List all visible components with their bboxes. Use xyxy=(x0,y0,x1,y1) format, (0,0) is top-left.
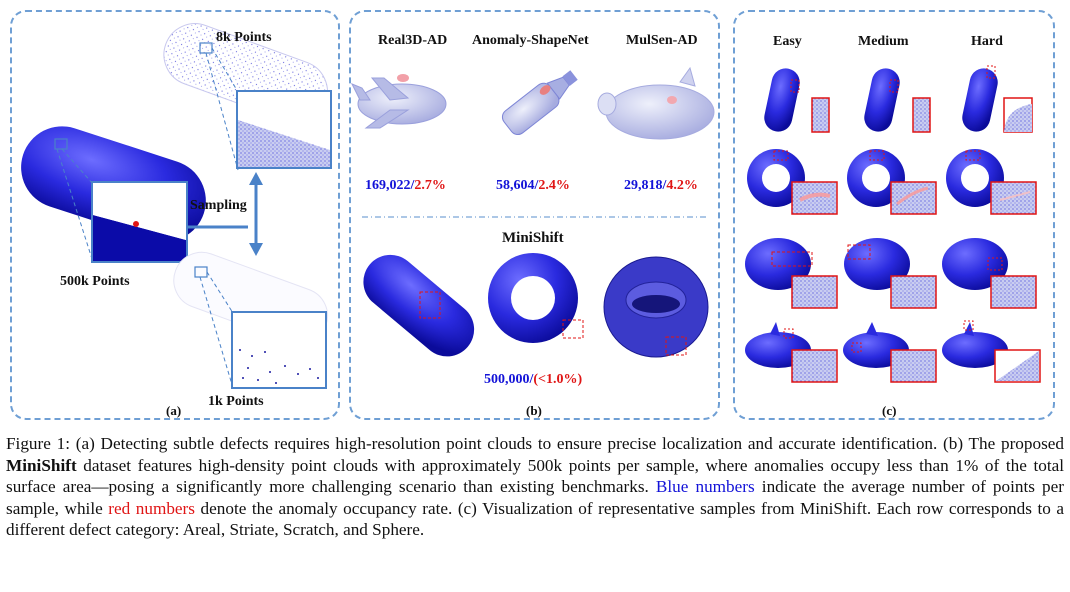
minishift-torus xyxy=(603,256,709,358)
dataset-name-mulsen: MulSen-AD xyxy=(626,33,698,48)
panel-letter-c: (c) xyxy=(882,403,897,418)
row-sphere xyxy=(745,320,1041,383)
panel-a xyxy=(10,10,340,420)
panel-letter-a: (a) xyxy=(166,403,182,418)
panel-b-graphics xyxy=(350,66,715,358)
zoom-1k xyxy=(231,311,327,389)
label-sampling: Sampling xyxy=(190,198,247,213)
column-medium: Medium xyxy=(858,34,909,49)
stat-minishift: 500,000/(<1.0%) xyxy=(484,372,583,387)
label-8k: 8k Points xyxy=(216,30,272,45)
panel-c-graphics xyxy=(745,65,1041,383)
row-scratch xyxy=(745,238,1037,309)
figure-graphics xyxy=(21,23,1041,389)
label-500k: 500k Points xyxy=(60,274,130,289)
figure-caption: Figure 1: (a) Detecting subtle defects r… xyxy=(6,434,1065,540)
column-easy: Easy xyxy=(773,34,802,49)
panel-a-graphics xyxy=(21,23,332,389)
bottle-shape xyxy=(501,70,578,136)
dataset-name-shapenet: Anomaly-ShapeNet xyxy=(472,33,589,48)
stat-mulsen: 29,818/4.2% xyxy=(624,178,698,193)
minishift-title: MiniShift xyxy=(502,230,564,246)
label-1k: 1k Points xyxy=(208,394,264,409)
stat-real3d: 169,022/2.7% xyxy=(365,178,446,193)
panel-b xyxy=(349,10,720,420)
minishift-capsule xyxy=(363,254,475,357)
column-hard: Hard xyxy=(971,34,1003,49)
pig-shape xyxy=(597,66,715,140)
row-striate xyxy=(747,149,1037,215)
minishift-ring xyxy=(488,253,578,343)
row-areal xyxy=(764,65,1033,133)
stat-shapenet: 58,604/2.4% xyxy=(496,178,570,193)
airplane-shape xyxy=(350,74,447,129)
panel-letter-b: (b) xyxy=(526,403,542,418)
panel-c xyxy=(733,10,1055,420)
dataset-name-real3d: Real3D-AD xyxy=(378,33,448,48)
